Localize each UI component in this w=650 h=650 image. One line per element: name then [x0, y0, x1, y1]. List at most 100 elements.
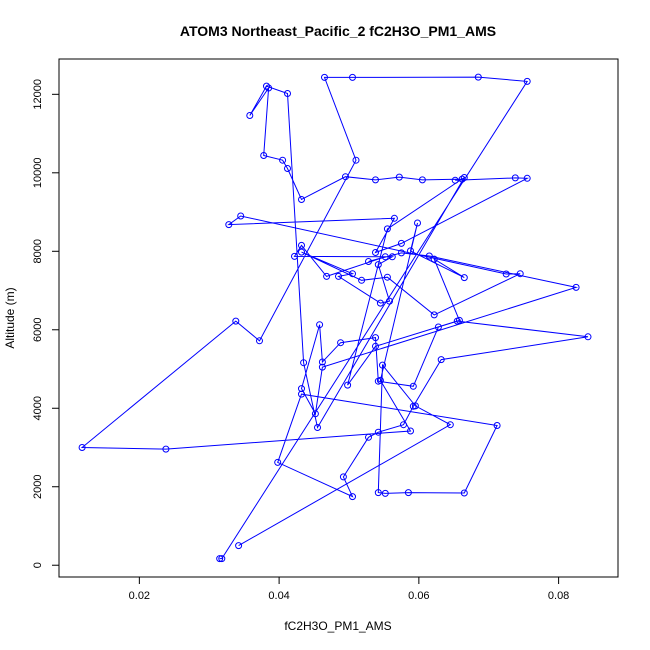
data-point	[225, 221, 233, 229]
data-point	[162, 445, 170, 453]
data-point	[400, 421, 407, 429]
data-point	[381, 489, 389, 497]
data-point	[374, 428, 382, 436]
data-point	[383, 273, 391, 281]
data-point	[453, 317, 461, 325]
data-point	[395, 173, 403, 181]
data-point	[260, 152, 268, 159]
x-tick-label: 0.06	[408, 590, 429, 602]
data-point	[523, 174, 531, 182]
data-point	[460, 174, 468, 181]
chart-title: ATOM3 Northeast_Pacific_2 fC2H3O_PM1_AMS	[180, 23, 496, 39]
data-point	[437, 356, 445, 364]
data-point	[365, 433, 372, 441]
data-point	[386, 297, 393, 305]
data-point	[335, 272, 342, 280]
data-point	[246, 112, 254, 119]
data-point	[372, 249, 379, 256]
y-tick-label: 0	[32, 562, 44, 568]
data-point	[397, 239, 405, 247]
y-tick-label: 10000	[32, 158, 44, 189]
data-point	[284, 90, 291, 97]
data-point	[374, 261, 382, 269]
data-point	[572, 283, 580, 291]
data-point	[314, 424, 321, 431]
data-point	[349, 73, 356, 81]
data-point	[502, 270, 510, 278]
data-point	[349, 270, 356, 278]
data-point	[344, 381, 352, 389]
data-point	[78, 444, 86, 451]
data-point	[318, 358, 326, 366]
y-tick-label: 6000	[32, 318, 44, 342]
data-point	[218, 555, 226, 563]
data-point	[414, 219, 421, 227]
data-point	[349, 493, 356, 501]
data-point	[430, 255, 438, 263]
data-point	[365, 258, 372, 265]
data-point	[434, 323, 442, 331]
data-point	[235, 542, 243, 550]
series	[78, 73, 592, 563]
data-point	[263, 82, 270, 90]
data-point	[451, 176, 459, 184]
y-tick-label: 12000	[32, 79, 44, 110]
y-axis-label: Altitude (m)	[3, 287, 17, 348]
data-point	[374, 377, 382, 385]
data-point	[584, 333, 592, 341]
data-point	[404, 489, 412, 497]
data-point	[446, 421, 454, 429]
data-point	[376, 299, 384, 307]
data-point	[411, 402, 419, 410]
series-line	[80, 76, 589, 560]
data-point	[237, 212, 245, 220]
data-point	[381, 253, 389, 261]
data-point	[342, 173, 349, 181]
data-point	[383, 225, 391, 233]
x-tick-label: 0.04	[268, 590, 289, 602]
data-point	[418, 176, 426, 184]
data-point	[256, 337, 263, 345]
data-point	[352, 156, 360, 164]
data-point	[372, 342, 379, 350]
data-point	[274, 458, 282, 466]
data-point	[397, 249, 405, 257]
y-tick-label: 8000	[32, 239, 44, 263]
data-point	[337, 339, 345, 347]
data-point	[407, 427, 414, 435]
y-tick-label: 2000	[32, 475, 44, 499]
data-point	[409, 382, 417, 390]
data-point	[300, 359, 308, 367]
data-point	[284, 165, 291, 172]
data-point	[291, 252, 298, 260]
data-point	[321, 73, 328, 81]
data-point	[316, 321, 324, 329]
data-point	[358, 276, 366, 284]
x-axis-label: fC2H3O_PM1_AMS	[284, 619, 391, 633]
data-point	[232, 317, 240, 325]
data-point	[279, 156, 287, 164]
y-axis: 0 2000 4000 6000 8000 10000 12000	[32, 79, 59, 568]
data-point	[323, 272, 331, 280]
y-tick-label: 4000	[32, 396, 44, 420]
data-point	[388, 253, 396, 261]
plot-frame	[58, 58, 619, 578]
x-tick-label: 0.08	[548, 590, 569, 602]
data-point	[298, 196, 305, 203]
data-point	[460, 274, 468, 282]
data-point	[458, 175, 466, 183]
data-point	[511, 174, 519, 182]
x-axis: 0.02 0.04 0.06 0.08	[129, 576, 569, 602]
data-point	[460, 489, 468, 497]
data-point	[339, 473, 347, 481]
data-point	[523, 77, 531, 85]
data-point	[407, 247, 414, 255]
data-point	[379, 361, 386, 369]
data-point	[425, 252, 433, 260]
data-point	[430, 311, 438, 319]
data-point	[493, 422, 501, 429]
data-point	[318, 363, 326, 371]
data-point	[265, 84, 273, 92]
data-point	[298, 241, 305, 249]
